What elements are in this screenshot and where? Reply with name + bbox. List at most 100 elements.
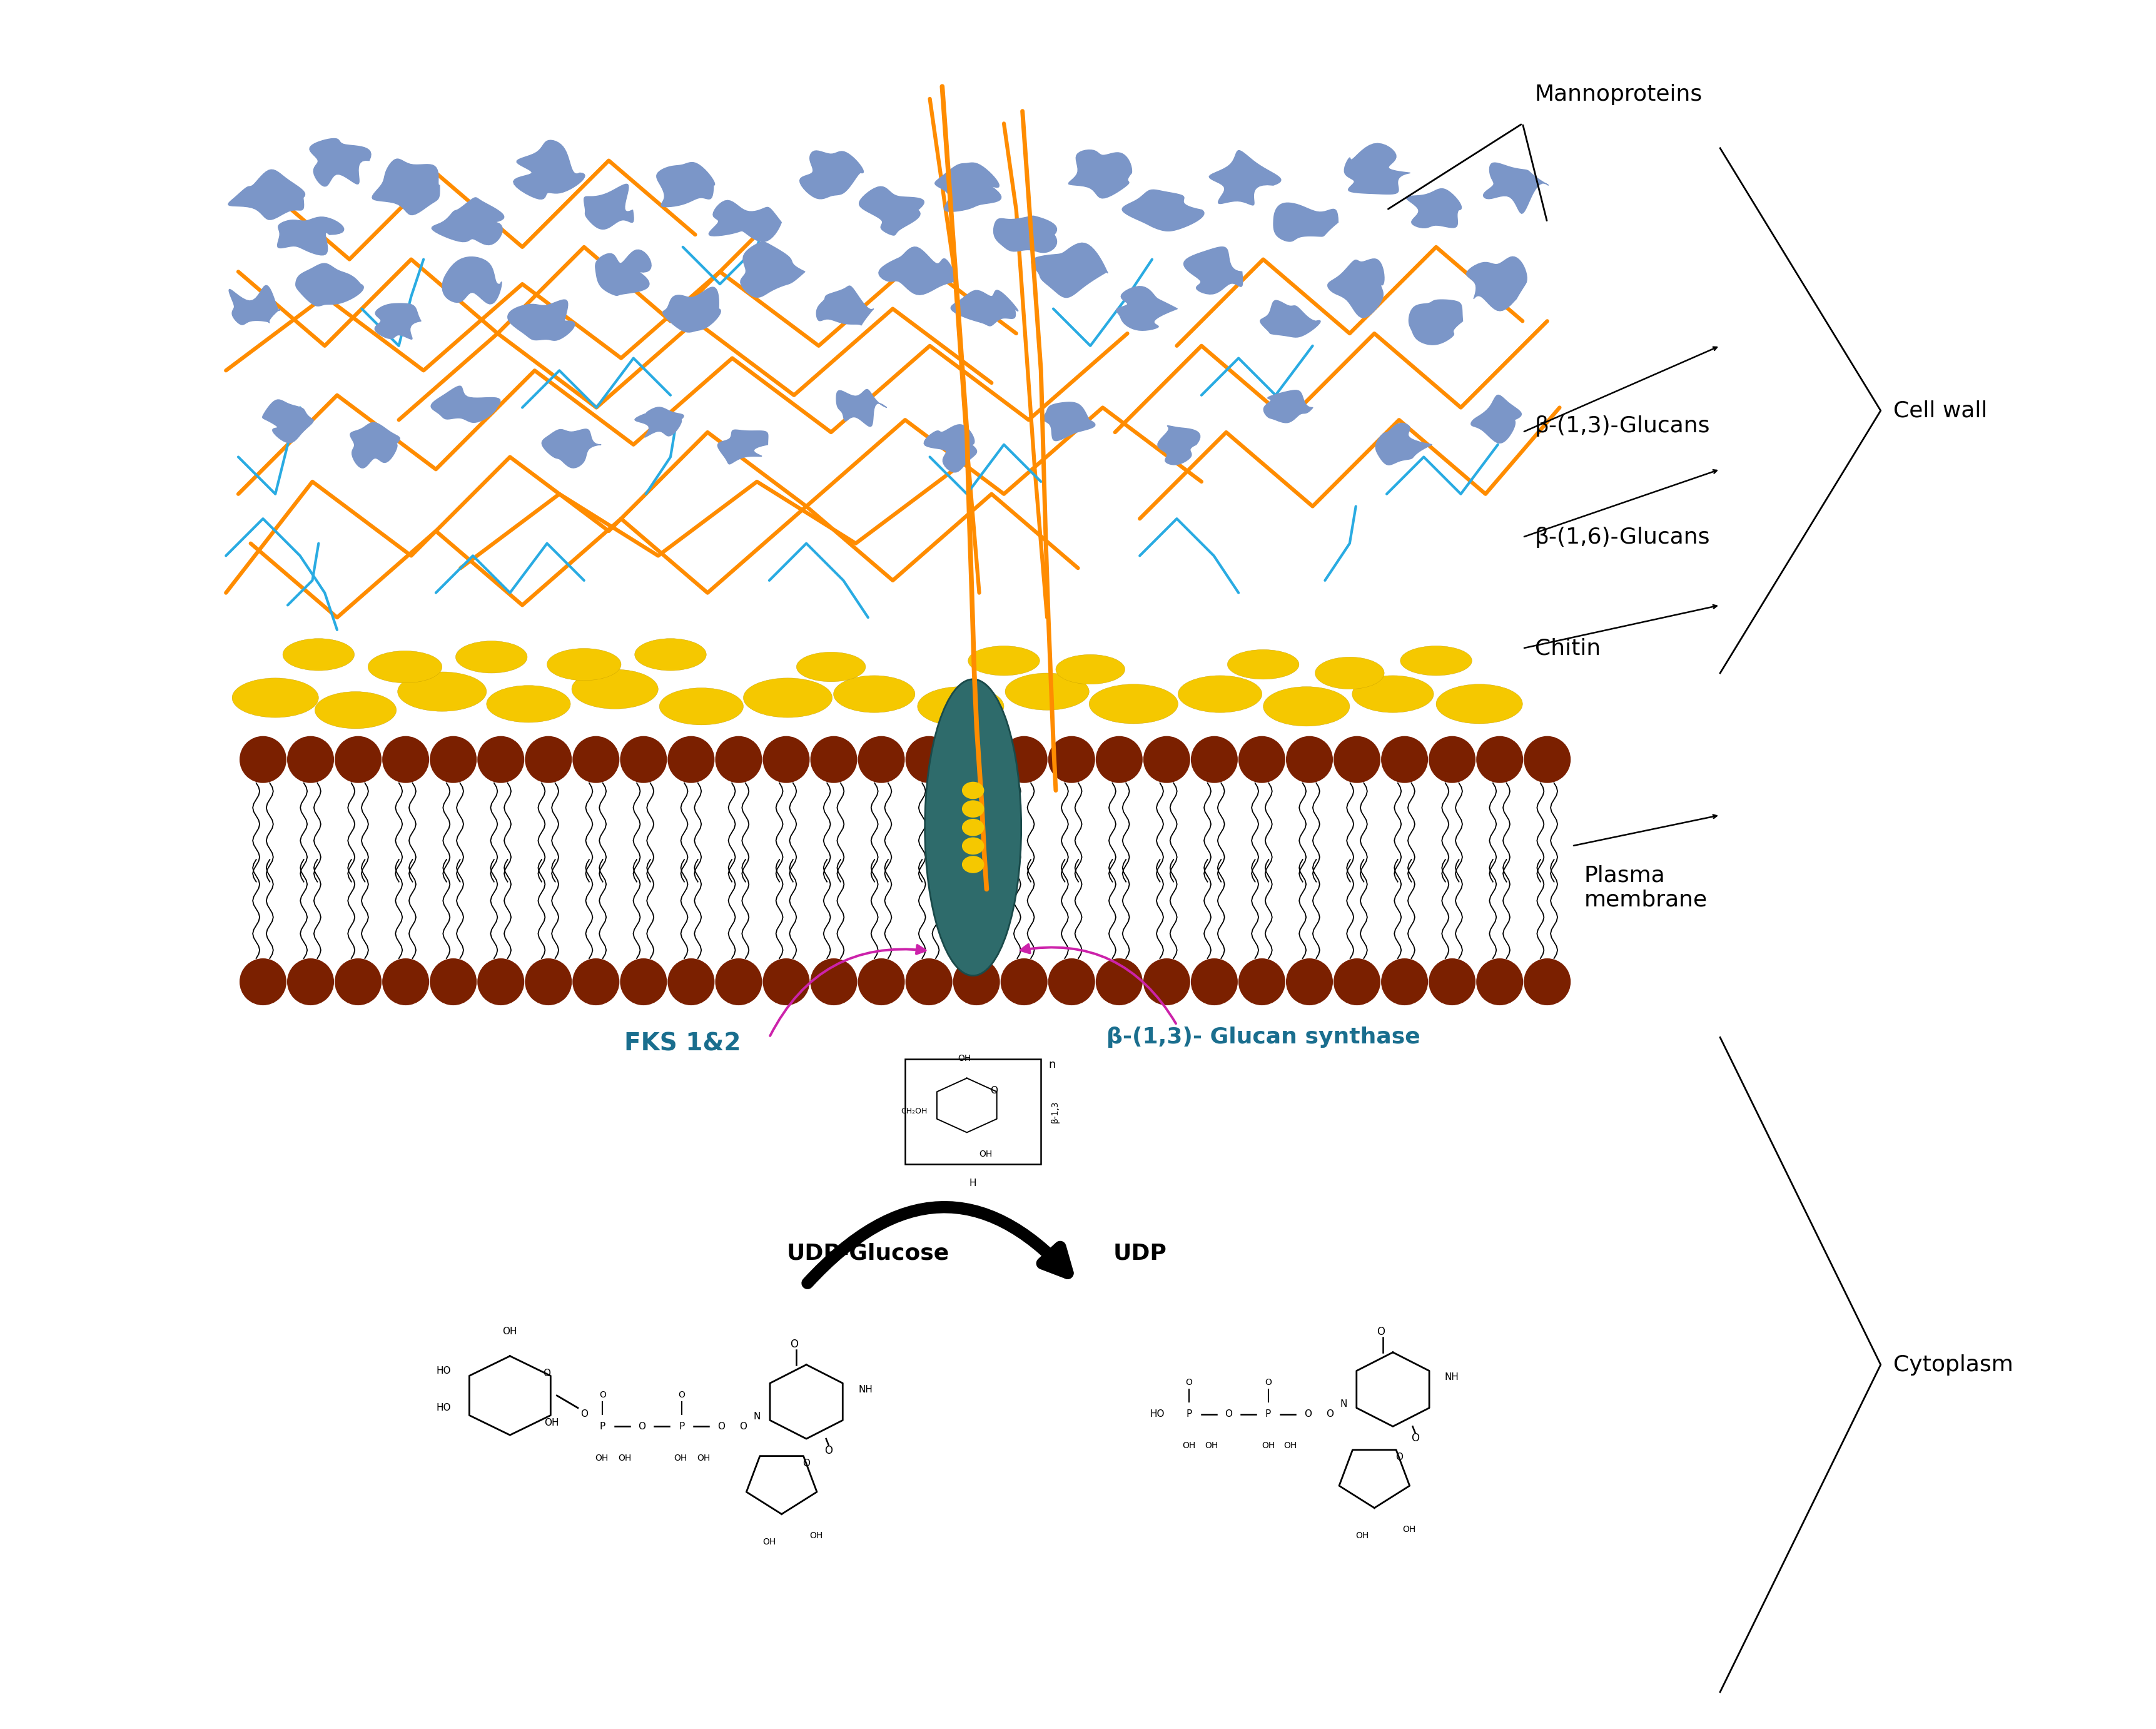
Ellipse shape xyxy=(476,737,524,783)
Ellipse shape xyxy=(1429,737,1475,783)
Text: O: O xyxy=(740,1421,748,1432)
Ellipse shape xyxy=(382,737,429,783)
Ellipse shape xyxy=(1263,686,1350,726)
Polygon shape xyxy=(925,425,977,472)
Ellipse shape xyxy=(239,737,287,783)
Text: P: P xyxy=(1186,1409,1192,1420)
Text: O: O xyxy=(1410,1433,1419,1444)
Text: O: O xyxy=(1395,1452,1404,1463)
Ellipse shape xyxy=(962,856,983,873)
Ellipse shape xyxy=(334,737,382,783)
Ellipse shape xyxy=(763,958,811,1005)
Text: Cell wall: Cell wall xyxy=(1893,399,1988,422)
Ellipse shape xyxy=(1399,647,1473,676)
Ellipse shape xyxy=(1335,958,1380,1005)
Ellipse shape xyxy=(382,958,429,1005)
Ellipse shape xyxy=(1190,958,1238,1005)
Polygon shape xyxy=(1044,403,1095,441)
Polygon shape xyxy=(740,242,804,297)
Ellipse shape xyxy=(1285,958,1332,1005)
Ellipse shape xyxy=(716,958,761,1005)
Text: O: O xyxy=(802,1459,811,1468)
Ellipse shape xyxy=(858,737,906,783)
Polygon shape xyxy=(880,247,957,294)
Polygon shape xyxy=(994,216,1056,252)
Text: OH: OH xyxy=(545,1418,558,1428)
Ellipse shape xyxy=(1524,958,1572,1005)
Ellipse shape xyxy=(1048,737,1095,783)
Ellipse shape xyxy=(1285,737,1332,783)
Ellipse shape xyxy=(1352,676,1434,712)
Text: O: O xyxy=(679,1390,686,1399)
Text: O: O xyxy=(990,1086,998,1094)
Ellipse shape xyxy=(668,958,714,1005)
Ellipse shape xyxy=(1335,737,1380,783)
Polygon shape xyxy=(1345,144,1410,194)
Polygon shape xyxy=(1263,391,1313,422)
Polygon shape xyxy=(1470,394,1522,443)
Ellipse shape xyxy=(239,958,287,1005)
Ellipse shape xyxy=(1143,737,1190,783)
Polygon shape xyxy=(1184,247,1242,294)
Ellipse shape xyxy=(524,737,571,783)
Ellipse shape xyxy=(571,669,658,709)
Ellipse shape xyxy=(962,820,983,837)
Text: β-(1,3)-Glucans: β-(1,3)-Glucans xyxy=(1535,415,1710,437)
Polygon shape xyxy=(541,429,602,469)
Text: β-1,3: β-1,3 xyxy=(1050,1100,1059,1122)
Polygon shape xyxy=(513,140,584,199)
Text: H: H xyxy=(970,1179,977,1188)
Text: n: n xyxy=(1048,1058,1056,1070)
Ellipse shape xyxy=(1190,737,1238,783)
Ellipse shape xyxy=(315,692,397,728)
Ellipse shape xyxy=(429,737,476,783)
Text: CH₂OH: CH₂OH xyxy=(901,1108,927,1115)
Text: O: O xyxy=(543,1369,550,1378)
Text: HO: HO xyxy=(436,1404,451,1413)
Ellipse shape xyxy=(1056,655,1125,685)
Polygon shape xyxy=(349,422,399,469)
Text: UDP: UDP xyxy=(1112,1243,1166,1264)
Ellipse shape xyxy=(763,737,811,783)
Polygon shape xyxy=(595,249,651,296)
Ellipse shape xyxy=(487,685,571,723)
Text: O: O xyxy=(599,1390,606,1399)
Ellipse shape xyxy=(1227,650,1300,679)
Text: OH: OH xyxy=(979,1150,992,1158)
Ellipse shape xyxy=(1095,958,1143,1005)
Ellipse shape xyxy=(811,737,858,783)
Ellipse shape xyxy=(282,638,354,671)
Text: P: P xyxy=(679,1421,683,1432)
Ellipse shape xyxy=(1382,958,1427,1005)
Polygon shape xyxy=(229,285,280,325)
Ellipse shape xyxy=(858,958,906,1005)
Ellipse shape xyxy=(1524,737,1572,783)
Ellipse shape xyxy=(1382,737,1427,783)
Text: OH: OH xyxy=(1181,1442,1197,1451)
Text: OH: OH xyxy=(673,1454,688,1463)
Ellipse shape xyxy=(668,737,714,783)
Text: Cytoplasm: Cytoplasm xyxy=(1893,1354,2014,1375)
Ellipse shape xyxy=(660,688,744,724)
Polygon shape xyxy=(584,183,634,230)
Polygon shape xyxy=(1031,242,1108,297)
Ellipse shape xyxy=(1238,737,1285,783)
Ellipse shape xyxy=(834,676,914,712)
Ellipse shape xyxy=(524,958,571,1005)
Polygon shape xyxy=(442,258,502,304)
Text: O: O xyxy=(1266,1378,1272,1387)
Ellipse shape xyxy=(334,958,382,1005)
Ellipse shape xyxy=(1048,958,1095,1005)
Ellipse shape xyxy=(397,673,487,711)
Polygon shape xyxy=(431,197,505,246)
Text: β-(1,3)- Glucan synthase: β-(1,3)- Glucan synthase xyxy=(1106,1027,1421,1048)
Polygon shape xyxy=(1483,163,1548,213)
Ellipse shape xyxy=(1005,673,1089,711)
Text: O: O xyxy=(580,1409,589,1420)
FancyArrowPatch shape xyxy=(808,1207,1067,1283)
Ellipse shape xyxy=(1177,676,1261,712)
Polygon shape xyxy=(1376,424,1432,465)
Polygon shape xyxy=(1466,256,1526,311)
Text: FKS 1&2: FKS 1&2 xyxy=(625,1032,742,1055)
Ellipse shape xyxy=(716,737,761,783)
